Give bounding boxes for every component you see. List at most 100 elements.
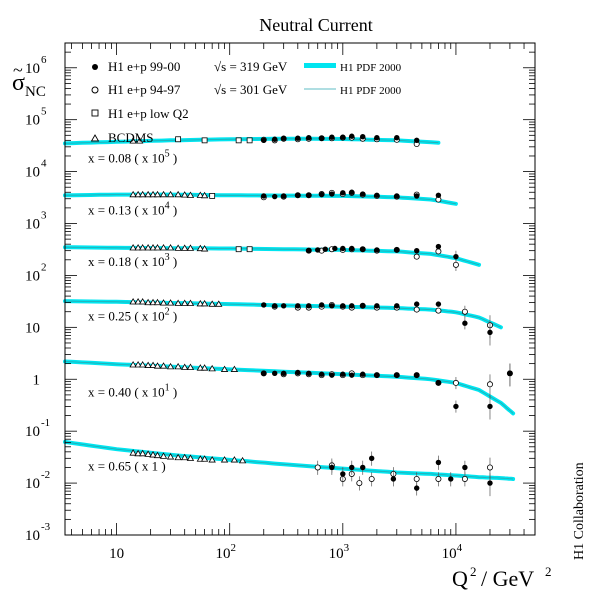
h1-9497-point: [314, 464, 321, 471]
y-tick-label: 10: [25, 61, 40, 77]
bcdms-point: [208, 364, 216, 372]
h1-9497-point: [413, 475, 420, 482]
h1-9900-point: [374, 247, 380, 253]
h1-9900-point: [360, 191, 366, 197]
axes: [64, 42, 536, 536]
bcdms-point: [159, 190, 168, 198]
h1-9900-point: [340, 190, 346, 196]
h1-9900-point: [368, 455, 375, 462]
h1-low-q2-point: [235, 137, 242, 144]
legend-open-circle-marker: [91, 86, 99, 94]
bcdms-point: [153, 298, 162, 306]
bcdms-point: [135, 137, 144, 144]
bcdms-point: [186, 363, 195, 370]
x-tick-label-exp: 3: [344, 542, 350, 554]
x-tick-label: 103: [329, 542, 350, 562]
h1-9497-point: [461, 475, 468, 482]
legend-filled-circle-marker: [92, 64, 98, 70]
h1-9900-point: [448, 476, 454, 482]
h1-9900-point: [349, 245, 355, 252]
bcdms-point: [144, 298, 152, 306]
h1-9900-point: [280, 303, 287, 309]
h1-9900-point: [394, 372, 400, 378]
legend: H1 e+p 99-00 H1 e+p 94-97 H1 e+p low Q2 …: [90, 59, 402, 145]
h1-9497-point: [435, 475, 442, 482]
legend-item-h1-9900: H1 e+p 99-00: [92, 59, 180, 74]
bcdms-point: [138, 449, 147, 457]
bcdms-point: [166, 453, 175, 460]
bcdms-point: [129, 190, 137, 198]
x-label-unit-exp: 2: [545, 564, 552, 579]
h1-9900-point: [329, 191, 335, 197]
h1-9900-point: [295, 303, 301, 309]
bcdms-point: [238, 456, 247, 464]
bin-label-2: x = 0.18 ( x 103 ): [88, 252, 177, 269]
h1-9497-point: [368, 475, 375, 482]
y-tick-label: 10: [25, 424, 40, 440]
h1-9900-point: [487, 480, 493, 486]
legend-open-triangle-marker: [90, 134, 100, 142]
plot-frame: [64, 42, 536, 536]
y-tick-label-exp: -1: [41, 417, 50, 429]
h1-9900-point: [322, 246, 328, 252]
h1-9900-point: [487, 329, 493, 336]
h1-9900-point: [349, 464, 355, 471]
legend-item-bcdms: BCDMS: [90, 130, 154, 145]
legend-label-h1-9497: H1 e+p 94-97: [108, 82, 181, 97]
bcdms-point: [200, 455, 209, 462]
y-tick-label-exp: 4: [41, 158, 47, 170]
bin-label-close: ): [170, 202, 178, 217]
bin-label-0: x = 0.08 ( x 105 ): [88, 148, 177, 165]
y-tick-label: 10: [25, 528, 40, 544]
bcdms-point: [230, 456, 239, 463]
bcdms-point: [220, 456, 229, 463]
bcdms-point: [134, 190, 142, 198]
h1-9900-point: [261, 137, 267, 144]
bcdms-point: [174, 244, 182, 251]
h1-9900-point: [414, 137, 420, 144]
bcdms-point: [159, 244, 168, 251]
bcdms-point: [174, 190, 182, 198]
bin-label-exp: 3: [165, 252, 170, 263]
y-axis-label: σ ~ NC: [12, 60, 46, 100]
bcdms-point: [186, 454, 195, 461]
h1-9900-point: [394, 193, 400, 199]
bcdms-point: [138, 244, 147, 251]
bin-label-close: ): [170, 385, 178, 400]
h1-9900-point: [332, 245, 338, 252]
bin-label-3: x = 0.25 ( x 102 ): [88, 307, 177, 324]
legend-label-pdf-thick: H1 PDF 2000: [340, 62, 402, 74]
bcdms-point: [166, 299, 175, 306]
legend-thick-fit-swatch: [304, 63, 336, 68]
h1-9900-point: [261, 302, 267, 308]
h1-9900-point: [414, 247, 420, 254]
h1-9497-point: [461, 308, 468, 315]
bcdms-point: [149, 244, 157, 251]
h1-9900-point: [329, 303, 335, 309]
h1-9900-point: [280, 370, 287, 377]
h1-9497-point: [435, 307, 442, 314]
bcdms-point: [144, 190, 152, 198]
legend-open-square-marker: [91, 109, 99, 117]
h1-9900-point: [349, 372, 355, 378]
bin-label-exp: 4: [165, 200, 170, 211]
h1-9900-point: [374, 134, 380, 141]
h1-9900-point: [272, 193, 278, 200]
h1-9900-point: [295, 192, 301, 198]
h1-9900-point: [315, 247, 321, 253]
fit-line-bin-5: [64, 441, 514, 480]
x-label-unit: / GeV: [481, 566, 534, 591]
h1-9900-point: [374, 372, 380, 378]
bcdms-point: [138, 298, 147, 305]
h1-9900-point: [487, 403, 493, 410]
h1-low-q2-point: [246, 137, 253, 144]
h1-9900-point: [306, 370, 312, 377]
bcdms-point: [215, 300, 223, 307]
bcdms-point: [166, 244, 175, 251]
h1-9900-point: [340, 245, 346, 252]
bcdms-point: [138, 360, 147, 368]
h1-9900-point: [414, 485, 420, 491]
h1-9900-point: [306, 303, 312, 309]
bcdms-point: [134, 360, 142, 368]
bcdms-point: [144, 244, 152, 251]
